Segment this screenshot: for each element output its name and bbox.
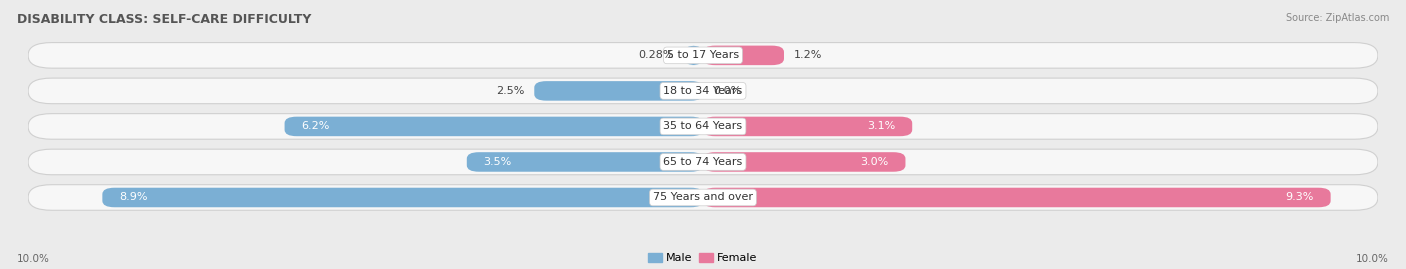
Text: 75 Years and over: 75 Years and over — [652, 193, 754, 203]
Text: 10.0%: 10.0% — [1357, 254, 1389, 264]
FancyBboxPatch shape — [28, 185, 1378, 210]
Text: DISABILITY CLASS: SELF-CARE DIFFICULTY: DISABILITY CLASS: SELF-CARE DIFFICULTY — [17, 13, 311, 26]
FancyBboxPatch shape — [28, 114, 1378, 139]
FancyBboxPatch shape — [284, 117, 703, 136]
Text: Source: ZipAtlas.com: Source: ZipAtlas.com — [1285, 13, 1389, 23]
Text: 3.0%: 3.0% — [860, 157, 889, 167]
FancyBboxPatch shape — [28, 78, 1378, 104]
FancyBboxPatch shape — [703, 117, 912, 136]
FancyBboxPatch shape — [703, 188, 1330, 207]
Text: 2.5%: 2.5% — [496, 86, 524, 96]
FancyBboxPatch shape — [28, 43, 1378, 68]
Text: 0.0%: 0.0% — [713, 86, 741, 96]
FancyBboxPatch shape — [703, 152, 905, 172]
Text: 8.9%: 8.9% — [120, 193, 148, 203]
Legend: Male, Female: Male, Female — [644, 248, 762, 268]
Text: 65 to 74 Years: 65 to 74 Years — [664, 157, 742, 167]
Text: 3.1%: 3.1% — [868, 121, 896, 132]
Text: 9.3%: 9.3% — [1285, 193, 1313, 203]
FancyBboxPatch shape — [685, 46, 703, 65]
Text: 0.28%: 0.28% — [638, 50, 673, 60]
Text: 35 to 64 Years: 35 to 64 Years — [664, 121, 742, 132]
FancyBboxPatch shape — [467, 152, 703, 172]
Text: 1.2%: 1.2% — [794, 50, 823, 60]
FancyBboxPatch shape — [103, 188, 703, 207]
Text: 10.0%: 10.0% — [17, 254, 49, 264]
Text: 5 to 17 Years: 5 to 17 Years — [666, 50, 740, 60]
Text: 3.5%: 3.5% — [484, 157, 512, 167]
FancyBboxPatch shape — [703, 46, 785, 65]
FancyBboxPatch shape — [534, 81, 703, 101]
Text: 6.2%: 6.2% — [301, 121, 330, 132]
FancyBboxPatch shape — [28, 149, 1378, 175]
Text: 18 to 34 Years: 18 to 34 Years — [664, 86, 742, 96]
